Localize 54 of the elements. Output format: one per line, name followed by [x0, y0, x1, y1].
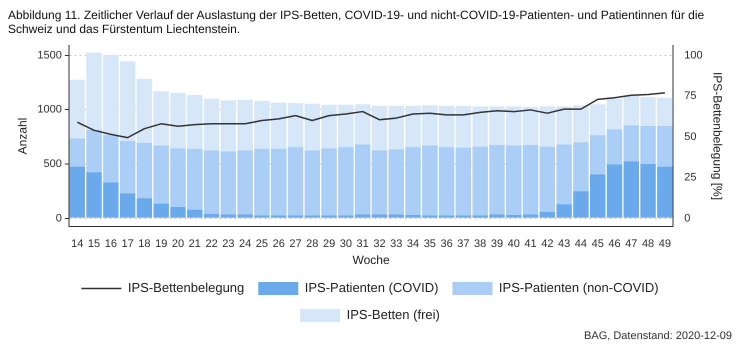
y-tick-label: 1500	[37, 49, 62, 62]
x-tick-label: 34	[406, 238, 420, 250]
x-tick-label: 19	[155, 238, 168, 250]
y2-tick-label: 50	[684, 130, 696, 143]
legend-label: IPS-Patienten (COVID)	[304, 280, 438, 296]
x-tick-label: 18	[138, 238, 151, 250]
x-tick-label: 24	[239, 238, 252, 250]
y2-tick-label: 0	[684, 212, 690, 224]
x-tick-label: 45	[592, 238, 604, 250]
y2-tick-label: 25	[684, 172, 696, 184]
y2-tick-label: 100	[684, 49, 703, 62]
x-tick-label: 41	[524, 238, 537, 250]
x-tick-label: 15	[88, 238, 100, 250]
x-tick-label: 33	[390, 238, 402, 250]
x-tick-label: 17	[122, 238, 134, 250]
x-tick-label: 37	[457, 238, 470, 250]
legend-label: IPS-Patienten (non-COVID)	[498, 280, 659, 296]
x-tick-label: 39	[490, 238, 504, 250]
x-tick-label: 44	[574, 238, 588, 250]
x-tick-label: 26	[272, 238, 285, 250]
x-tick-label: 46	[608, 238, 621, 250]
x-tick-label: 21	[188, 238, 201, 250]
x-tick-label: 28	[306, 238, 318, 250]
y-tick-label: 500	[44, 158, 62, 170]
x-tick-label: 42	[541, 238, 554, 250]
x-tick-label: 29	[322, 238, 336, 250]
y-tick-label: 0	[56, 212, 62, 224]
y-axis-title: Anzahl	[16, 118, 30, 154]
x-tick-label: 36	[440, 238, 453, 250]
legend-label: IPS-Betten (frei)	[346, 307, 440, 322]
x-tick-label: 23	[222, 238, 234, 250]
x-tick-label: 30	[340, 238, 352, 250]
x-tick-label: 48	[642, 238, 654, 250]
x-axis-title: Woche	[352, 253, 390, 268]
text: BAG, Datenstand: 2020-12-09	[583, 330, 732, 342]
x-tick-label: 32	[373, 238, 386, 250]
x-tick-label: 47	[625, 238, 638, 250]
y2-axis-title: IPS-Bettenbelegung [%]	[710, 72, 724, 200]
x-tick-label: 49	[658, 238, 671, 250]
legend-label: IPS-Bettenbelegung	[128, 280, 244, 296]
y2-tick-label: 75	[684, 90, 696, 102]
x-tick-label: 22	[205, 238, 218, 250]
x-tick-label: 31	[356, 238, 369, 250]
x-tick-label: 38	[474, 238, 486, 250]
x-tick-label: 35	[424, 238, 436, 250]
x-tick-label: 14	[71, 238, 84, 250]
x-tick-label: 40	[508, 238, 520, 250]
chart-title: Abbildung 11. Zeitlicher Verlauf der Auslastung der IPS-Betten, COVID-19- und nicht-COVID-19-Patienten- und Patientinnen für die Schweiz und das Fürstentum Liechtenstein.	[8, 8, 706, 36]
y-tick-label: 1000	[37, 104, 62, 116]
x-tick-label: 25	[256, 238, 268, 250]
x-tick-label: 16	[104, 238, 117, 250]
x-tick-label: 43	[558, 238, 570, 250]
x-tick-label: 20	[172, 238, 184, 250]
x-tick-label: 27	[289, 238, 302, 250]
